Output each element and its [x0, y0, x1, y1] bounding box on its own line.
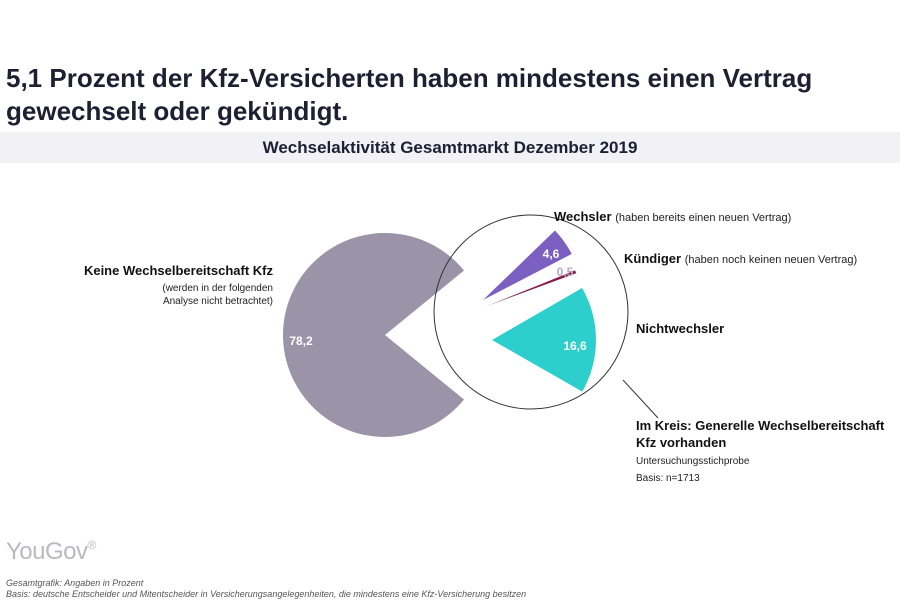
label-kuendiger-title: Kündiger [624, 251, 682, 266]
label-basis: Basis: n=1713 [636, 473, 700, 484]
label-kuendiger-note: (haben noch keinen neuen Vertrag) [684, 254, 858, 266]
value-label-wechsler: 4,6 [543, 247, 560, 261]
slice-nichtwechsler [492, 288, 597, 392]
headline: 5,1 Prozent der Kfz-Versicherten haben m… [6, 63, 813, 126]
label-nichtwechsler-title: Nichtwechsler [636, 321, 725, 336]
label-kreis-title-1: Im Kreis: Generelle Wechselbereitschaft [636, 418, 885, 433]
label-keine-note-1: (werden in der folgenden [162, 283, 273, 294]
label-keine-note-2: Analyse nicht betrachtet) [162, 296, 273, 307]
label-keine-title: Keine Wechselbereitschaft Kfz [83, 263, 273, 278]
value-label-nichtwechsler: 16,6 [563, 339, 587, 353]
label-nichtwechsler: Nichtwechsler [636, 321, 724, 336]
footer-note-1: Gesamtgrafik: Angaben in Prozent [6, 578, 144, 588]
label-kreis-title-2: Kfz vorhanden [636, 435, 727, 450]
label-stichprobe: Untersuchungsstichprobe [636, 456, 750, 467]
detail-pie-group [483, 230, 597, 392]
label-wechsler: Wechsler (haben bereits einen neuen Vert… [554, 209, 791, 224]
slice-wechsler [483, 230, 572, 300]
brand-text: YouGov [6, 538, 88, 565]
footer-note-2: Basis: deutsche Entscheider und Mitentsc… [6, 589, 527, 599]
slice-kuendiger [487, 270, 577, 306]
label-kuendiger: Kündiger (haben noch keinen neuen Vertra… [624, 251, 857, 266]
leader-line [622, 379, 659, 419]
label-kreis-1: Im Kreis: Generelle Wechselbereitschaft [636, 418, 884, 433]
detail-circle [433, 214, 629, 410]
chart-title: Wechselaktivität Gesamtmarkt Dezember 20… [262, 138, 638, 157]
label-wechsler-note: (haben bereits einen neuen Vertrag) [615, 212, 792, 224]
slice-keine-wechselbereitschaft [282, 232, 464, 438]
subtitle-band [0, 132, 900, 163]
main-pie-group [282, 232, 464, 438]
label-wechsler-title: Wechsler [554, 209, 612, 224]
label-kreis-2: Kfz vorhanden [636, 435, 726, 450]
value-label-keine: 78,2 [289, 334, 313, 348]
label-keine: Keine Wechselbereitschaft Kfz [60, 263, 273, 278]
yougov-logo: YouGov® [6, 538, 96, 565]
value-label-kuendiger: 0,5 [557, 265, 574, 279]
